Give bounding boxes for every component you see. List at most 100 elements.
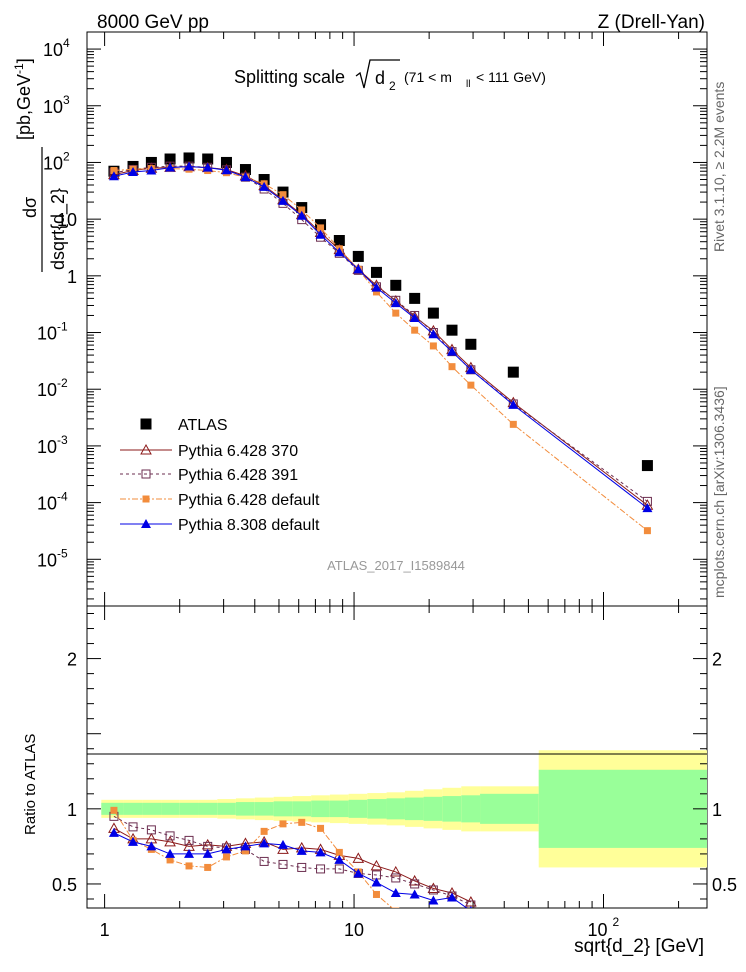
- band-inner-segment: [348, 799, 368, 818]
- data-point: [110, 167, 118, 175]
- title-main: Splitting scale: [234, 67, 345, 87]
- data-point: [392, 309, 400, 317]
- data-point: [352, 852, 365, 863]
- band-inner-segment: [329, 800, 349, 818]
- data-point: [469, 906, 472, 908]
- data-point: [278, 859, 288, 869]
- data-point: [184, 835, 194, 845]
- y-tick-label: 10: [37, 494, 57, 514]
- series-line-ratio: [113, 810, 394, 908]
- data-point: [391, 873, 401, 883]
- legend-label: ATLAS: [178, 417, 228, 434]
- data-point: [165, 831, 175, 841]
- data-point: [429, 342, 437, 350]
- y-tick-label: 10: [37, 380, 57, 400]
- band-inner-segment: [123, 802, 143, 815]
- data-point: [108, 171, 119, 181]
- band-inner-segment: [480, 793, 539, 824]
- data-point: [430, 926, 437, 933]
- sqrt-sign: [355, 59, 400, 89]
- data-point: [334, 247, 345, 257]
- y-tick-label: 10: [37, 324, 57, 344]
- band-inner-segment: [311, 800, 330, 818]
- side-label-mcplots: mcplots.cern.ch [arXiv:1306.3436]: [711, 386, 727, 598]
- data-point: [141, 469, 151, 479]
- y-tick-label-ratio: 2: [67, 650, 77, 670]
- ratio-axes: 1 10 10 2 0.5 0.5 1 1 2 2: [52, 606, 737, 940]
- data-point: [410, 879, 420, 889]
- data-point: [447, 892, 458, 902]
- y-tick-label-exp: 4: [63, 36, 70, 50]
- data-point-atlas: [465, 338, 477, 350]
- data-point: [392, 907, 400, 908]
- data-point: [390, 298, 401, 308]
- ylabel-ratio: Ratio to ATLAS: [22, 734, 39, 835]
- y-tick-label-exp: 2: [63, 149, 70, 163]
- band-inner-segment: [235, 802, 255, 816]
- data-point: [370, 859, 383, 871]
- y-tick-label-ratio-right: 1: [712, 800, 722, 820]
- y-tick-label: 10: [57, 210, 77, 230]
- band-inner-segment: [538, 769, 707, 848]
- data-point: [221, 844, 232, 854]
- legend-label: Pythia 8.308 default: [178, 517, 320, 534]
- band-inner-segment: [292, 801, 312, 817]
- band-inner-segment: [217, 802, 236, 815]
- data-point: [411, 326, 419, 334]
- data-point: [428, 885, 438, 895]
- data-point: [372, 288, 380, 296]
- y-tick-label: 10: [37, 550, 57, 570]
- data-point-atlas: [183, 152, 195, 164]
- data-point: [509, 420, 517, 428]
- data-point: [279, 191, 287, 199]
- data-point: [296, 845, 307, 855]
- side-label-rivet: Rivet 3.1.10, ≥ 2.2M events: [711, 82, 727, 252]
- y-tick-label-exp: -2: [57, 376, 68, 390]
- data-point: [142, 495, 150, 503]
- data-point: [428, 329, 439, 339]
- data-point: [259, 856, 269, 866]
- header-left: 8000 GeV pp: [97, 12, 209, 33]
- data-point-atlas: [333, 234, 345, 246]
- data-point: [108, 827, 119, 837]
- legend-label: Pythia 6.428 370: [178, 443, 298, 460]
- band-inner-segment: [461, 795, 481, 823]
- data-point: [298, 206, 306, 214]
- data-point: [277, 839, 288, 849]
- data-point: [643, 527, 651, 535]
- data-point: [110, 806, 118, 814]
- band-inner-segment: [367, 799, 387, 819]
- y-tick-label-exp: -5: [57, 546, 68, 560]
- data-point: [241, 847, 249, 855]
- ylabel-units-pre: [pb,GeV: [14, 74, 34, 140]
- data-point: [353, 868, 364, 878]
- x-tick-label-exp: 2: [612, 915, 619, 929]
- data-point: [317, 224, 325, 232]
- data-point: [141, 519, 151, 528]
- data-point: [240, 841, 251, 851]
- data-point-atlas: [202, 153, 214, 165]
- data-point: [447, 346, 458, 356]
- data-point-atlas: [258, 174, 270, 186]
- data-point: [409, 889, 420, 899]
- data-point: [128, 166, 139, 176]
- x-tick-label: 10: [587, 920, 607, 940]
- data-point: [427, 882, 440, 893]
- band-inner-segment: [386, 798, 405, 820]
- data-point: [128, 822, 138, 832]
- data-point: [259, 181, 270, 191]
- y-tick-label: 10: [43, 153, 63, 173]
- data-point: [240, 172, 251, 182]
- data-point: [389, 865, 402, 877]
- title-root-arg: d: [375, 68, 385, 88]
- data-point: [165, 848, 176, 858]
- ylabel-numerator: dσ: [20, 197, 40, 218]
- ylabel-top: dσ dsqrt{d_2} [pb,GeV-1]: [12, 58, 69, 272]
- data-point-atlas: [220, 156, 232, 168]
- data-point: [508, 399, 519, 409]
- ylabel-denominator: dsqrt{d_2}: [48, 188, 69, 270]
- data-point-atlas: [164, 153, 176, 165]
- data-point: [128, 836, 139, 846]
- analysis-id: ATLAS_2017_I1589844: [327, 558, 465, 573]
- data-point: [201, 838, 214, 850]
